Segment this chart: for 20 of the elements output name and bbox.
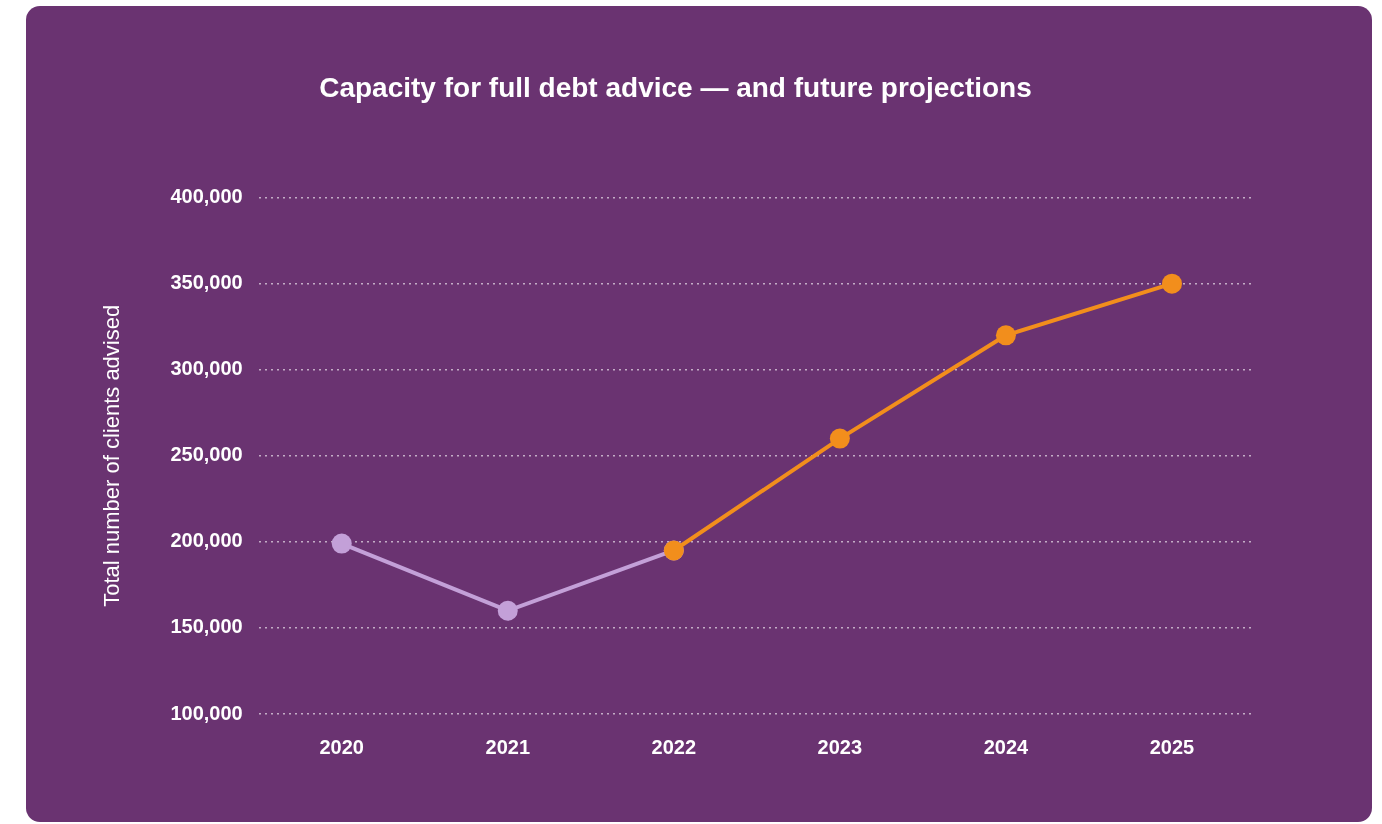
x-tick-label: 2020 [319,735,364,758]
x-tick-label: 2025 [1149,735,1195,758]
chart-title: Capacity for full debt advice — and future projections [319,71,1032,103]
y-tick-label: 300,000 [170,357,243,380]
point [829,428,850,449]
y-tick-label: 200,000 [170,529,243,552]
x-tick-label: 2023 [817,735,863,758]
point [331,533,352,554]
point [497,600,518,621]
y-tick-label: 350,000 [170,271,243,294]
y-tick-label: 100,000 [170,701,243,724]
x-tick-label: 2024 [983,735,1030,758]
x-tick-label: 2022 [651,735,697,758]
y-tick-label: 250,000 [170,443,243,466]
x-tick-label: 2021 [485,735,531,758]
point [1161,273,1182,294]
y-tick-label: 150,000 [170,615,243,638]
y-axis-title: Total number of clients advised [99,304,125,607]
y-tick-label: 400,000 [170,185,243,208]
point [995,325,1016,346]
